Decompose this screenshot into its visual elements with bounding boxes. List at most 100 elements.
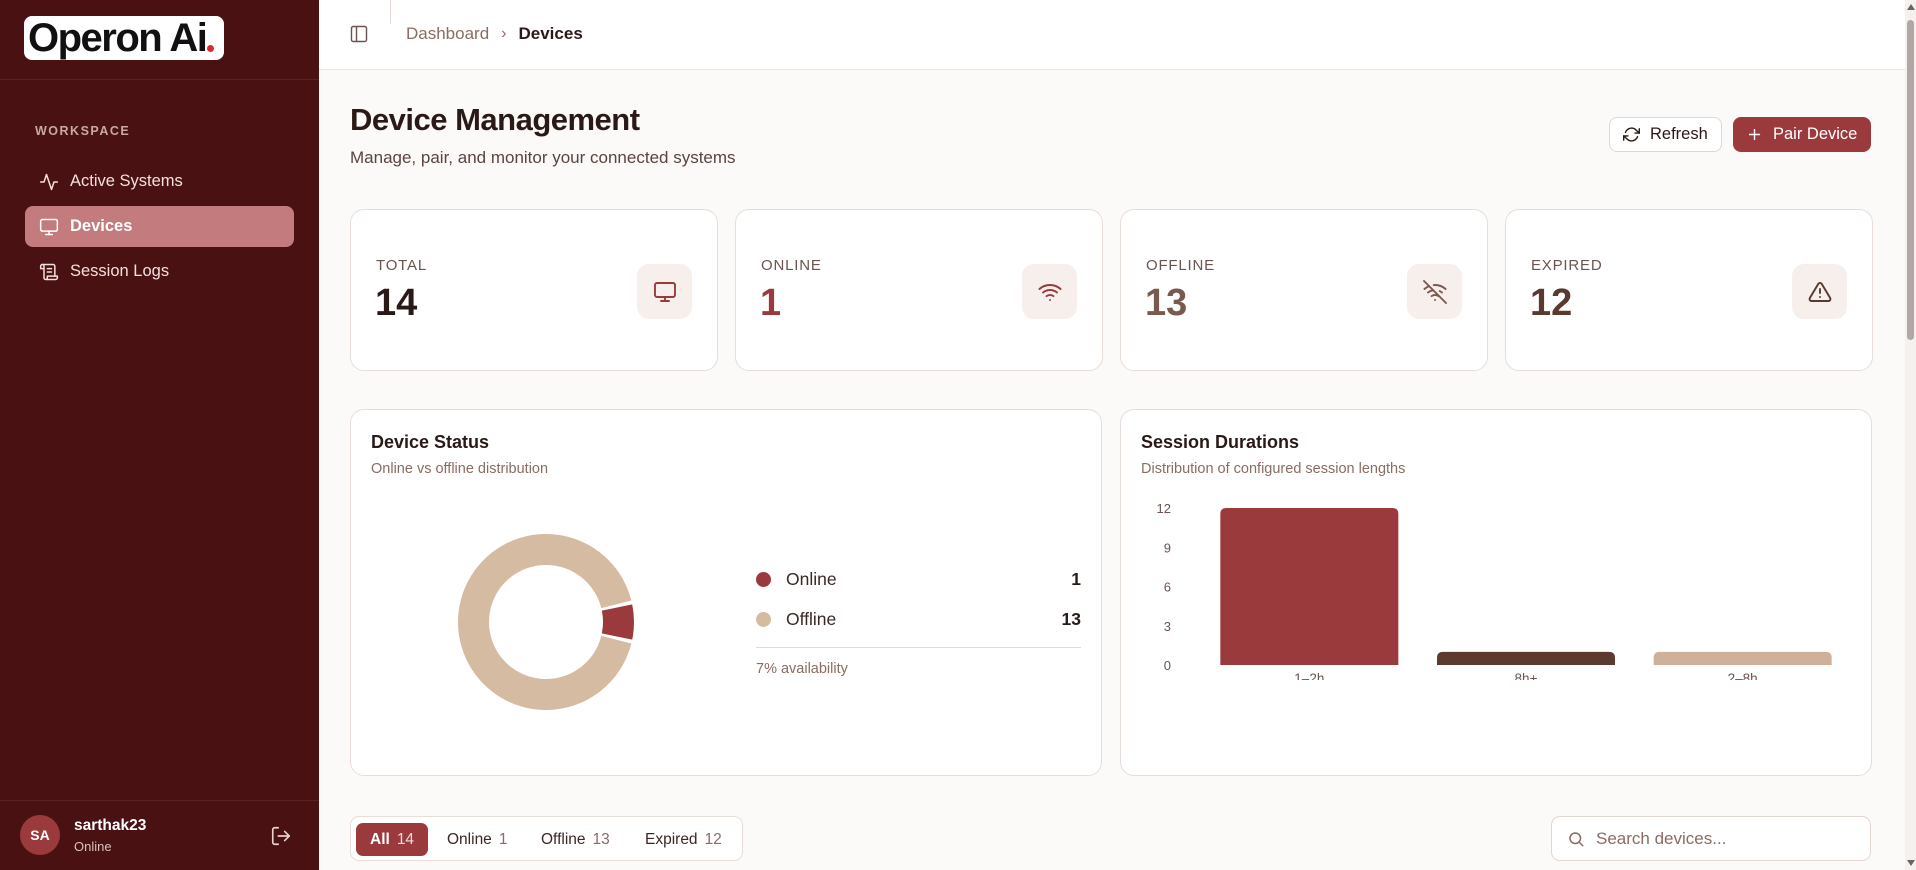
stat-icon-box	[1022, 264, 1077, 319]
device-status-panel: Device Status Online vs offline distribu…	[350, 409, 1102, 776]
y-tick-label: 6	[1164, 580, 1171, 595]
refresh-icon	[1623, 127, 1640, 142]
stat-label: ONLINE	[761, 257, 822, 274]
device-status-donut-chart	[458, 534, 634, 710]
avatar[interactable]: SA	[20, 815, 60, 855]
panel-title: Device Status	[371, 432, 490, 452]
filter-tab-offline[interactable]: Offline 13	[527, 823, 624, 856]
session-durations-panel: Session Durations Distribution of config…	[1120, 409, 1872, 776]
sidebar-item-devices[interactable]: Devices	[25, 206, 294, 247]
breadcrumb-dashboard[interactable]: Dashboard	[406, 24, 490, 43]
sidebar: Operon Ai WORKSPACE Active Systems Devic…	[0, 0, 319, 870]
wifi-off-icon	[1422, 279, 1447, 304]
filter-tab-expired[interactable]: Expired 12	[631, 823, 736, 856]
legend-dot-online	[756, 572, 771, 587]
logo-text: Operon Ai	[28, 16, 208, 60]
stat-icon-box	[1407, 264, 1462, 319]
bar-8h+[interactable]	[1437, 651, 1615, 665]
filter-tabs: All 14 Online 1 Offline 13 Expired 12	[350, 816, 743, 861]
filter-label: All	[370, 830, 390, 848]
refresh-button[interactable]: Refresh	[1609, 117, 1722, 152]
stat-value: 1	[760, 282, 782, 324]
stat-value: 12	[1530, 282, 1573, 324]
pair-device-label: Pair Device	[1773, 125, 1858, 143]
panel-title: Session Durations	[1141, 432, 1300, 452]
stat-icon-box	[1792, 264, 1847, 319]
session-durations-bar-chart: 0 3 6 9 12 1–2h 8h+ 2–8h	[1157, 501, 1832, 680]
user-name: sarthak23	[74, 817, 147, 834]
workspace-section-label: WORKSPACE	[35, 124, 131, 138]
legend-label: Offline	[786, 609, 837, 629]
donut-slice-online[interactable]	[601, 604, 634, 640]
filter-count: 1	[498, 830, 508, 848]
stat-card-online: ONLINE 1	[735, 209, 1103, 371]
scroll-up-arrow[interactable]	[1907, 4, 1915, 10]
legend-value: 1	[1071, 569, 1081, 589]
legend-divider	[756, 647, 1081, 648]
stat-card-offline: OFFLINE 13	[1120, 209, 1488, 371]
refresh-label: Refresh	[1650, 125, 1708, 143]
search-box	[1551, 816, 1871, 861]
sidebar-item-active-systems[interactable]: Active Systems	[25, 161, 294, 202]
search-input[interactable]	[1596, 825, 1861, 853]
stat-label: TOTAL	[376, 257, 427, 274]
breadcrumb-current: Devices	[518, 24, 583, 43]
logo-accent-dot	[207, 44, 215, 52]
monitor-icon	[653, 281, 676, 302]
x-tick-label: 1–2h	[1294, 671, 1324, 680]
filter-label: Expired	[645, 830, 698, 848]
sidebar-item-label: Session Logs	[70, 262, 170, 280]
stat-label: EXPIRED	[1531, 257, 1603, 274]
legend-value: 13	[1061, 609, 1081, 629]
user-status: Online	[74, 839, 112, 854]
scroll-icon	[39, 263, 59, 280]
sidebar-item-session-logs[interactable]: Session Logs	[25, 251, 294, 292]
availability-text: 7% availability	[756, 661, 848, 677]
y-tick-label: 0	[1164, 658, 1171, 673]
topbar-separator	[390, 0, 391, 24]
donut-slice-offline[interactable]	[458, 534, 632, 710]
stat-card-expired: EXPIRED 12	[1505, 209, 1873, 371]
wifi-icon	[1037, 283, 1062, 301]
scroll-thumb[interactable]	[1907, 20, 1914, 340]
sidebar-toggle-icon[interactable]	[349, 24, 369, 44]
bar-2–8h[interactable]	[1653, 651, 1832, 665]
stat-value: 14	[375, 282, 418, 324]
filter-count: 14	[396, 830, 415, 848]
stat-icon-box	[637, 264, 692, 319]
stat-value: 13	[1145, 282, 1188, 324]
logout-icon[interactable]	[270, 825, 292, 847]
filter-tab-online[interactable]: Online 1	[433, 823, 521, 856]
topbar: Dashboard › Devices	[319, 0, 1905, 70]
filter-label: Online	[447, 830, 492, 848]
breadcrumb: Dashboard › Devices	[406, 24, 583, 44]
panel-subtitle: Online vs offline distribution	[371, 461, 549, 477]
plus-icon	[1748, 128, 1761, 141]
filter-tab-all[interactable]: All 14	[356, 823, 429, 856]
filter-count: 13	[592, 830, 610, 848]
scroll-down-arrow[interactable]	[1907, 860, 1915, 866]
legend-item-online: Online 1	[756, 569, 1081, 590]
chevron-right-icon: ›	[501, 25, 507, 42]
scrollbar[interactable]	[1905, 0, 1916, 870]
brand-logo[interactable]: Operon Ai	[24, 16, 224, 60]
filter-count: 12	[704, 830, 722, 848]
x-tick-label: 2–8h	[1728, 671, 1758, 680]
legend-item-offline: Offline 13	[756, 609, 1081, 630]
page-subtitle: Manage, pair, and monitor your connected…	[350, 148, 736, 167]
sidebar-divider	[0, 79, 319, 80]
pair-device-button[interactable]: Pair Device	[1733, 117, 1871, 152]
monitor-icon	[39, 218, 59, 235]
legend-label: Online	[786, 569, 837, 589]
sidebar-item-label: Active Systems	[70, 172, 183, 190]
stat-card-total: TOTAL 14	[350, 209, 718, 371]
filter-label: Offline	[541, 830, 586, 848]
activity-icon	[39, 173, 59, 190]
x-tick-label: 8h+	[1515, 671, 1538, 680]
search-icon	[1569, 832, 1584, 847]
bar-1–2h[interactable]	[1220, 508, 1399, 665]
sidebar-item-label: Devices	[70, 217, 133, 235]
legend-dot-offline	[756, 612, 771, 627]
y-tick-label: 12	[1157, 501, 1171, 516]
user-profile: SA sarthak23 Online	[0, 800, 319, 870]
